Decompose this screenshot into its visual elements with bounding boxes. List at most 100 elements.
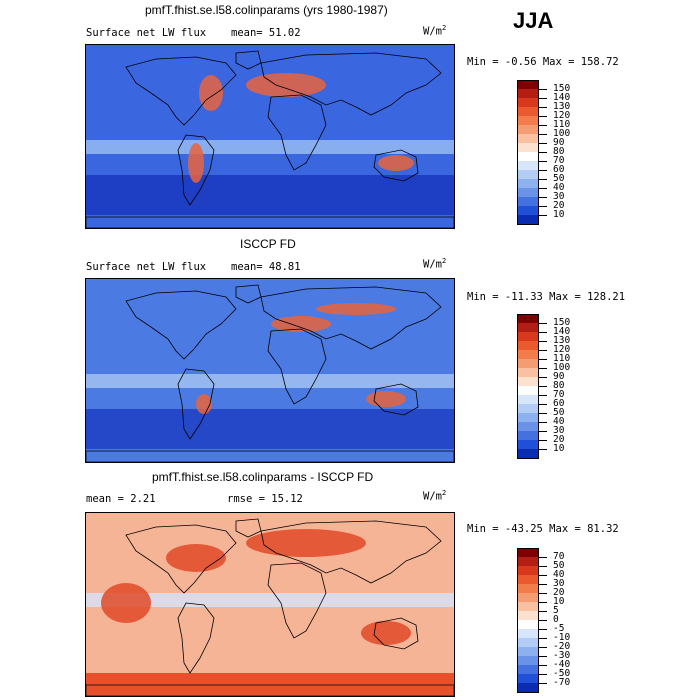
flux-hotspot — [316, 303, 396, 315]
colorbar-label: 10 — [553, 209, 565, 220]
panel3-mean: mean = 2.21 — [86, 493, 156, 505]
colorbar-box — [517, 674, 539, 684]
colorbar-label: 50 — [553, 407, 565, 418]
flux-hotspot — [361, 621, 411, 645]
flux-hotspot — [378, 155, 414, 171]
colorbar-box — [517, 197, 539, 207]
colorbar-box — [517, 665, 539, 675]
coastline — [260, 520, 442, 584]
colorbar-box — [517, 170, 539, 180]
colorbar-label: -50 — [553, 668, 571, 679]
colorbar-label: 110 — [553, 353, 571, 364]
colorbar-tick — [539, 404, 547, 405]
colorbar-tick — [539, 152, 547, 153]
colorbar-tick — [539, 206, 547, 207]
field-map-svg — [86, 279, 454, 462]
colorbar-tick — [539, 386, 547, 387]
panel1-map — [85, 44, 455, 229]
colorbar-box — [517, 161, 539, 171]
colorbar-label: 70 — [553, 551, 565, 562]
colorbar-box — [517, 575, 539, 585]
map-band — [86, 140, 454, 154]
colorbar-label: 130 — [553, 101, 571, 112]
colorbar-label: 150 — [553, 317, 571, 328]
map-band — [86, 593, 454, 607]
coastline — [177, 134, 215, 206]
coastline — [260, 286, 442, 350]
coastline — [177, 368, 215, 440]
colorbar-box — [517, 377, 539, 387]
colorbar-box — [517, 620, 539, 630]
colorbar-box — [517, 359, 539, 369]
colorbar-tick — [539, 611, 547, 612]
colorbar-tick — [539, 143, 547, 144]
colorbar-label: 40 — [553, 569, 565, 580]
coastline — [267, 328, 327, 405]
colorbar-tick — [539, 161, 547, 162]
panel1-units: W/m2 — [423, 24, 447, 38]
panel2-colorbar: 150 140 130 120 110 100 90 80 70 60 50 40 30 20 10 — [517, 314, 577, 459]
colorbar-tick — [539, 98, 547, 99]
colorbar-label: 90 — [553, 371, 565, 382]
colorbar-tick — [539, 665, 547, 666]
colorbar-tick — [539, 557, 547, 558]
panel1-minmax: Min = -0.56 Max = 158.72 — [467, 56, 619, 68]
colorbar-label: 80 — [553, 146, 565, 157]
colorbar-tick — [539, 89, 547, 90]
panel3-title: pmfT.fhist.se.l58.colinparams - ISCCP FD — [152, 470, 374, 484]
colorbar-label: 100 — [553, 362, 571, 373]
colorbar-tick — [539, 395, 547, 396]
panel1-title: pmfT.fhist.se.l58.colinparams (yrs 1980-… — [145, 3, 388, 17]
colorbar-label: -10 — [553, 632, 571, 643]
colorbar-box — [517, 332, 539, 342]
colorbar-label: 60 — [553, 398, 565, 409]
coastline — [86, 684, 454, 696]
panel2-mean: mean= 48.81 — [231, 261, 301, 273]
colorbar-tick — [539, 179, 547, 180]
colorbar-box — [517, 188, 539, 198]
colorbar-box — [517, 143, 539, 153]
colorbar-label: -40 — [553, 659, 571, 670]
colorbar-label: 120 — [553, 344, 571, 355]
colorbar-tick — [539, 449, 547, 450]
colorbar-tick — [539, 215, 547, 216]
colorbar-label: 110 — [553, 119, 571, 130]
colorbar-box — [517, 80, 539, 90]
map-band — [86, 175, 454, 215]
coastline — [373, 383, 419, 416]
colorbar-box — [517, 125, 539, 135]
flux-hotspot — [166, 544, 226, 572]
colorbar-tick — [539, 188, 547, 189]
flux-hotspot — [188, 143, 204, 183]
coastline — [125, 56, 237, 126]
coastline — [235, 518, 262, 538]
colorbar-tick — [539, 125, 547, 126]
colorbar-tick — [539, 332, 547, 333]
flux-hotspot — [271, 316, 331, 332]
colorbar-box — [517, 206, 539, 216]
colorbar-tick — [539, 584, 547, 585]
colorbar-tick — [539, 359, 547, 360]
colorbar-tick — [539, 629, 547, 630]
colorbar-box — [517, 413, 539, 423]
colorbar-tick — [539, 116, 547, 117]
colorbar-tick — [539, 413, 547, 414]
colorbar-label: 150 — [553, 83, 571, 94]
colorbar-label: -70 — [553, 677, 571, 688]
colorbar-tick — [539, 683, 547, 684]
colorbar-box — [517, 107, 539, 117]
flux-hotspot — [246, 529, 366, 557]
colorbar-label: 130 — [553, 335, 571, 346]
panel3-rmse: rmse = 15.12 — [227, 493, 303, 505]
colorbar-label: -30 — [553, 650, 571, 661]
colorbar-tick — [539, 647, 547, 648]
colorbar-box — [517, 449, 539, 459]
colorbar-label: 30 — [553, 191, 565, 202]
coastline — [267, 94, 327, 171]
field-map-svg — [86, 45, 454, 228]
colorbar-box — [517, 683, 539, 693]
colorbar-tick — [539, 107, 547, 108]
colorbar-tick — [539, 377, 547, 378]
panel3-colorbar: 70 50 40 30 20 10 5 0 -5 -10 -20 -30 -40 -50 -70 — [517, 548, 577, 693]
colorbar-label: 20 — [553, 587, 565, 598]
